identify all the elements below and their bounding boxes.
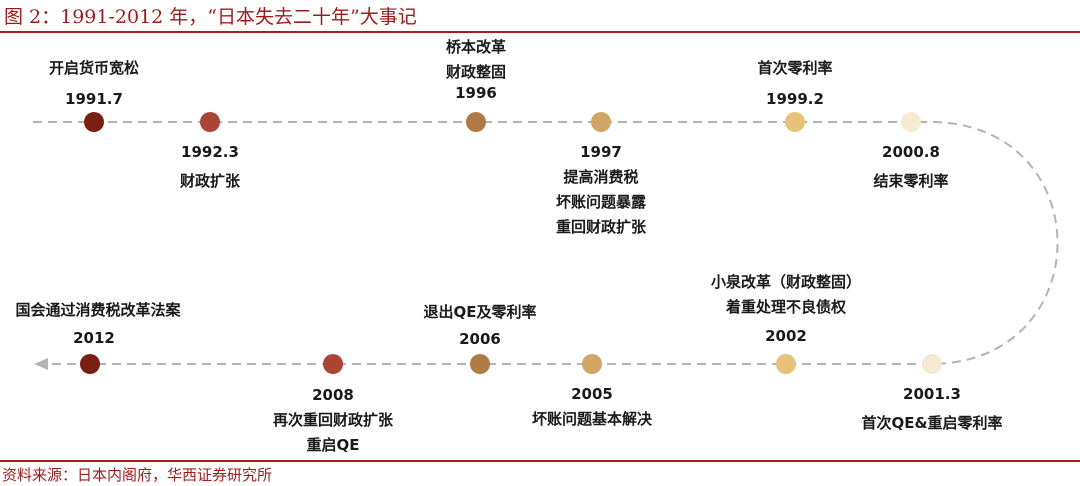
event-dot-1991-7	[84, 112, 104, 132]
title-rule	[0, 31, 1080, 33]
event-2006-desc: 退出QE及零利率	[423, 303, 537, 321]
event-1996-desc-1: 桥本改革	[445, 38, 507, 56]
event-2008-desc-1: 再次重回财政扩张	[272, 411, 394, 429]
event-2005-desc: 坏账问题基本解决	[531, 410, 653, 428]
event-2002: 小泉改革（财政整固） 着重处理不良债权 2002	[711, 270, 861, 349]
event-1999-2-year: 1999.2	[766, 90, 824, 108]
event-dot-1997	[591, 112, 611, 132]
event-dot-2008	[323, 354, 343, 374]
event-2008: 2008 再次重回财政扩张 重启QE	[273, 383, 393, 458]
event-dot-1999-2	[785, 112, 805, 132]
event-2005-year: 2005	[571, 385, 613, 403]
event-dot-2002	[776, 354, 796, 374]
event-2012-year: 2012	[73, 329, 115, 347]
timeline-path	[33, 121, 1059, 365]
event-2002-desc-1: 小泉改革（财政整固）	[710, 273, 862, 291]
event-dot-1996	[466, 112, 486, 132]
event-dot-2012	[80, 354, 100, 374]
event-1997-desc-2: 坏账问题暴露	[555, 193, 647, 211]
event-1992-3-year: 1992.3	[181, 143, 239, 161]
event-2000-8: 2000.8 结束零利率	[873, 140, 948, 194]
event-2000-8-year: 2000.8	[882, 143, 940, 161]
figure-title: 图 2：1991-2012 年，“日本失去二十年”大事记	[4, 6, 417, 28]
event-1992-3: 1992.3 财政扩张	[180, 140, 240, 194]
event-1997-desc-1: 提高消费税	[563, 168, 639, 186]
event-2002-year: 2002	[765, 327, 807, 345]
event-1997: 1997 提高消费税 坏账问题暴露 重回财政扩张	[556, 140, 646, 240]
event-1991-7-desc: 开启货币宽松	[48, 59, 140, 77]
event-2012-desc: 国会通过消费税改革法案	[15, 301, 181, 319]
event-1999-2: 首次零利率 1999.2	[757, 56, 832, 112]
event-2001-3: 2001.3 首次QE&重启零利率	[861, 382, 1002, 436]
event-dot-1992-3	[200, 112, 220, 132]
event-2006: 退出QE及零利率 2006	[424, 300, 537, 352]
event-dot-2005	[582, 354, 602, 374]
event-1991-7-year: 1991.7	[65, 90, 123, 108]
event-2006-year: 2006	[459, 330, 501, 348]
event-2008-desc-2: 重启QE	[306, 436, 360, 454]
timeline-arrowhead	[34, 358, 48, 370]
event-2001-3-year: 2001.3	[903, 385, 961, 403]
event-dot-2006	[470, 354, 490, 374]
source-note: 资料来源：日本内阁府，华西证券研究所	[2, 466, 273, 484]
event-2000-8-desc: 结束零利率	[873, 172, 949, 190]
event-1997-year: 1997	[580, 143, 622, 161]
event-2002-desc-2: 着重处理不良债权	[725, 298, 847, 316]
source-rule	[0, 460, 1080, 462]
event-2001-3-desc: 首次QE&重启零利率	[861, 414, 1003, 432]
event-1996-desc-2: 财政整固	[445, 63, 507, 81]
event-dot-2001-3	[922, 354, 942, 374]
event-1996: 桥本改革 财政整固 1996	[446, 35, 506, 106]
event-1992-3-desc: 财政扩张	[179, 172, 241, 190]
event-1991-7: 开启货币宽松 1991.7	[49, 56, 139, 112]
event-1999-2-desc: 首次零利率	[757, 59, 833, 77]
event-2005: 2005 坏账问题基本解决	[532, 382, 652, 432]
event-dot-2000-8	[901, 112, 921, 132]
event-1996-year: 1996	[455, 84, 497, 102]
event-2012: 国会通过消费税改革法案 2012	[15, 298, 180, 351]
event-2008-year: 2008	[312, 386, 354, 404]
event-1997-desc-3: 重回财政扩张	[555, 218, 647, 236]
